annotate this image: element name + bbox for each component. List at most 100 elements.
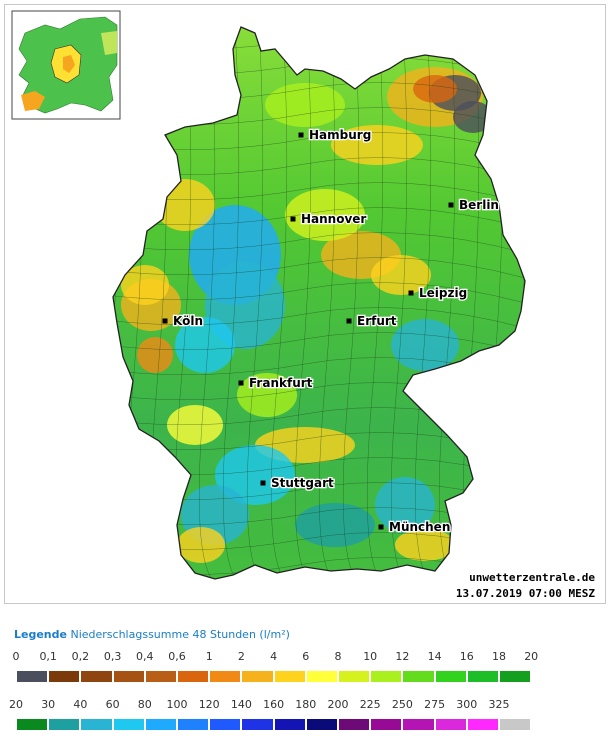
legend-tick-label: 180 xyxy=(295,698,317,711)
city-label: Leipzig xyxy=(419,286,467,300)
legend-swatch xyxy=(48,670,81,683)
legend-tick-label: 100 xyxy=(166,698,188,711)
legend-swatch xyxy=(177,670,210,683)
legend-swatch xyxy=(305,718,338,731)
legend-tick-label: 18 xyxy=(492,650,506,663)
legend-swatch xyxy=(209,670,242,683)
city-leipzig: Leipzig xyxy=(408,285,468,301)
city-hamburg: Hamburg xyxy=(298,127,373,143)
legend-swatch xyxy=(466,718,499,731)
city-erfurt: Erfurt xyxy=(346,313,398,329)
city-label: Hannover xyxy=(301,212,366,226)
legend-swatch xyxy=(370,718,403,731)
city-frankfurt: Frankfurt xyxy=(238,375,314,391)
source-credit: unwetterzentrale.de xyxy=(469,571,595,584)
city-label: Erfurt xyxy=(357,314,397,328)
legend-tick-label: 16 xyxy=(459,650,474,663)
legend-swatch xyxy=(177,718,210,731)
legend-swatch xyxy=(434,670,467,683)
legend-tick-label: 325 xyxy=(488,698,510,711)
legend-tick-label: 0,2 xyxy=(71,650,90,663)
legend-swatch xyxy=(80,670,113,683)
legend-tick-label: 225 xyxy=(359,698,381,711)
city-label: Berlin xyxy=(459,198,499,212)
legend-swatch xyxy=(273,670,306,683)
legend-subtitle: Niederschlagssumme 48 Stunden xyxy=(70,628,256,641)
city-marker xyxy=(408,290,414,296)
city-marker xyxy=(346,318,352,324)
legend-tick-label: 120 xyxy=(198,698,220,711)
city-marker xyxy=(162,318,168,324)
city-label: München xyxy=(389,520,450,534)
legend-swatch xyxy=(305,670,338,683)
city-kln: Köln xyxy=(162,313,204,329)
city-marker xyxy=(378,524,384,530)
city-marker xyxy=(260,480,266,486)
legend-tick-label: 2 xyxy=(237,650,245,663)
legend-swatch xyxy=(48,718,81,731)
legend-tick-label: 8 xyxy=(334,650,342,663)
legend-swatch xyxy=(499,670,532,683)
legend-tick-label: 140 xyxy=(230,698,252,711)
legend-swatch xyxy=(466,670,499,683)
legend-tick-label: 20 xyxy=(524,650,539,663)
city-stuttgart: Stuttgart xyxy=(260,475,335,491)
legend-tick-label: 80 xyxy=(137,698,152,711)
map-canvas: Hamburg Berlin Hannover Leipzig Köln Erfurt Fr… xyxy=(11,10,526,580)
legend-tick-label: 0,1 xyxy=(39,650,57,663)
legend-tick-label: 6 xyxy=(302,650,310,663)
city-hannover: Hannover xyxy=(290,211,368,227)
legend-swatch xyxy=(499,718,532,731)
legend-swatch xyxy=(144,718,177,731)
legend-swatch xyxy=(273,718,306,731)
city-marker xyxy=(298,132,304,138)
city-marker xyxy=(448,202,454,208)
legend-unit: (l/m²) xyxy=(259,628,290,641)
legend-tick-label: 40 xyxy=(73,698,88,711)
legend-tick-label: 160 xyxy=(263,698,285,711)
legend-swatch xyxy=(80,718,113,731)
legend-tick-label: 4 xyxy=(270,650,278,663)
legend-swatch xyxy=(434,718,467,731)
legend: Legende Niederschlagssumme 48 Stunden (l… xyxy=(0,612,612,739)
legend-swatch xyxy=(112,718,145,731)
germany-border xyxy=(112,26,526,580)
city-label: Köln xyxy=(173,314,203,328)
legend-swatch xyxy=(16,670,49,683)
legend-tick-label: 0,6 xyxy=(168,650,186,663)
legend-swatch xyxy=(16,718,49,731)
legend-swatch xyxy=(241,718,274,731)
legend-swatch xyxy=(112,670,145,683)
legend-tick-label: 30 xyxy=(41,698,56,711)
legend-heading: Legende xyxy=(14,628,67,641)
legend-title: Legende Niederschlagssumme 48 Stunden (l… xyxy=(14,628,290,641)
precipitation-map: Hamburg Berlin Hannover Leipzig Köln Erfurt Fr… xyxy=(4,4,606,604)
legend-tick-label: 0,4 xyxy=(136,650,154,663)
legend-tick-label: 1 xyxy=(205,650,213,663)
legend-tick-label: 12 xyxy=(395,650,410,663)
city-marker xyxy=(290,216,296,222)
legend-tick-label: 200 xyxy=(327,698,349,711)
rainfall-field xyxy=(113,27,525,579)
legend-tick-label: 14 xyxy=(427,650,442,663)
legend-tick-label: 0 xyxy=(12,650,20,663)
legend-tick-label: 300 xyxy=(456,698,478,711)
legend-swatch xyxy=(402,670,435,683)
city-mnchen: München xyxy=(378,519,452,535)
legend-swatch xyxy=(209,718,242,731)
city-label: Stuttgart xyxy=(271,476,334,490)
legend-swatch xyxy=(338,670,371,683)
legend-tick-label: 10 xyxy=(363,650,378,663)
map-timestamp: 13.07.2019 07:00 MESZ xyxy=(455,587,595,600)
legend-tick-label: 275 xyxy=(424,698,446,711)
city-label: Hamburg xyxy=(309,128,371,142)
europe-inset-map xyxy=(11,10,121,120)
city-marker xyxy=(238,380,244,386)
legend-tick-label: 250 xyxy=(391,698,413,711)
legend-tick-label: 20 xyxy=(9,698,23,711)
legend-swatch xyxy=(370,670,403,683)
city-label: Frankfurt xyxy=(249,376,313,390)
legend-swatch xyxy=(402,718,435,731)
legend-swatch xyxy=(144,670,177,683)
city-berlin: Berlin xyxy=(448,197,500,213)
